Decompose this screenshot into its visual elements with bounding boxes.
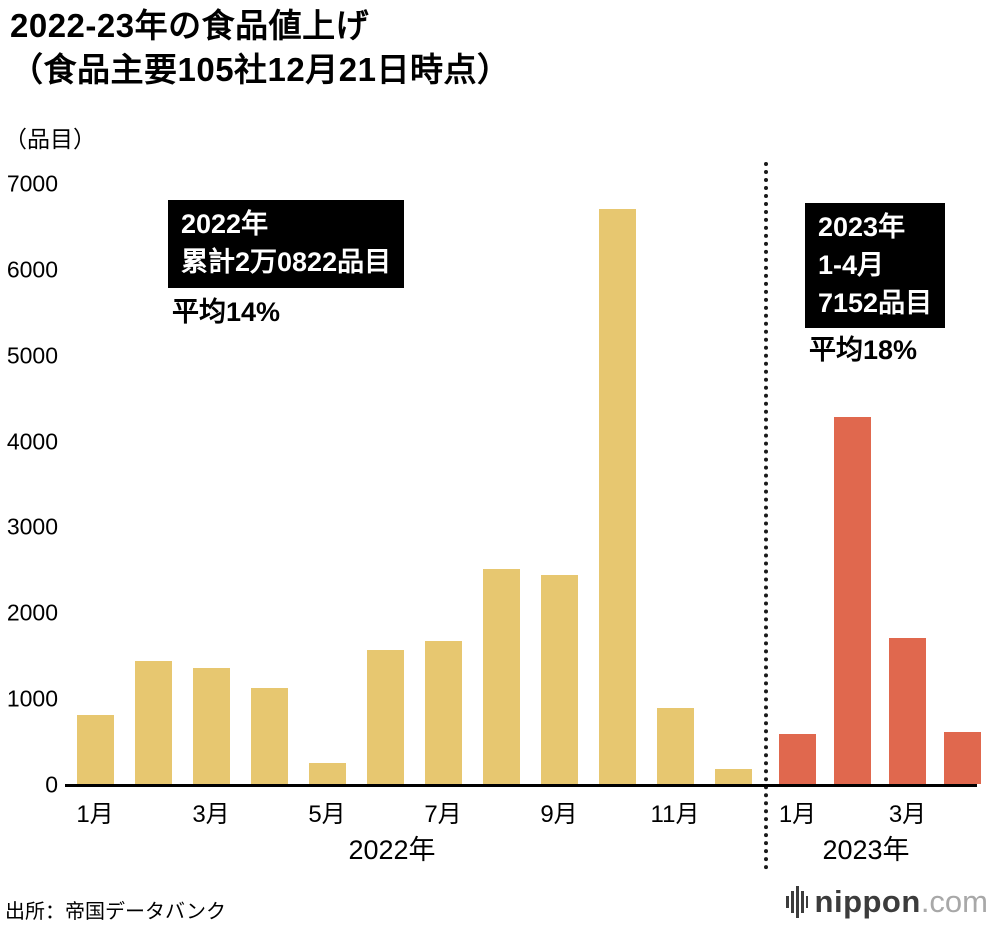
y-tick-label-5000: 5000 (6, 342, 58, 369)
chart-title: 2022-23年の食品値上げ （食品主要105社12月21日時点） (10, 4, 510, 91)
annotation-2022-line2: 累計2万0822品目 (181, 246, 392, 277)
annotation-2023-box: 2023年 1-4月 7152品目 (805, 203, 946, 329)
bar-2022-4月 (250, 688, 288, 784)
chart-title-line2: （食品主要105社12月21日時点） (10, 50, 511, 88)
bar-2022-5月 (308, 763, 346, 784)
x-tick-label-2022-3月: 3月 (192, 801, 230, 828)
y-tick-label-7000: 7000 (6, 170, 58, 197)
logo-tld: .com (920, 884, 988, 919)
y-tick-label-1000: 1000 (6, 685, 58, 712)
bar-2022-11月 (656, 708, 694, 784)
logo-bars-icon (785, 886, 808, 918)
x-group-label-2022: 2022年 (348, 835, 436, 865)
y-axis-unit-label: （品目） (4, 126, 96, 152)
y-tick-label-0: 0 (45, 771, 58, 798)
bar-2022-1月 (76, 715, 114, 784)
bar-2023-3月 (889, 638, 926, 784)
bar-2022-10月 (598, 209, 636, 784)
x-tick-label-2023-3月: 3月 (888, 801, 927, 828)
x-tick-label-2022-1月: 1月 (76, 801, 114, 828)
x-tick-label-2022-7月: 7月 (424, 801, 462, 828)
bar-2022-2月 (134, 661, 172, 784)
bar-2022-12月 (714, 769, 752, 784)
annotation-2023-average: 平均18% (809, 335, 918, 365)
x-tick-label-2022-5月: 5月 (308, 801, 346, 828)
x-tick-label-2022-9月: 9月 (540, 801, 578, 828)
bar-2022-6月 (366, 650, 404, 784)
bar-2023-2月 (834, 417, 871, 784)
annotation-2023-line3: 7152品目 (818, 287, 933, 318)
bar-2022-7月 (424, 641, 462, 784)
x-axis-line (65, 784, 977, 787)
bar-2023-4月 (944, 732, 981, 784)
logo-name: nippon (814, 884, 921, 919)
bar-2022-8月 (482, 569, 520, 784)
x-tick-label-2023-1月: 1月 (778, 801, 817, 828)
annotation-2022-box: 2022年 累計2万0822品目 (168, 200, 405, 288)
y-tick-label-2000: 2000 (6, 599, 58, 626)
x-group-label-2023: 2023年 (822, 835, 910, 865)
annotation-2022-average: 平均14% (172, 297, 281, 327)
annotation-2023-line2: 1-4月 (818, 249, 885, 280)
y-tick-label-6000: 6000 (6, 256, 58, 283)
bar-2022-3月 (192, 668, 230, 784)
annotation-2023-line1: 2023年 (818, 212, 906, 242)
y-tick-label-3000: 3000 (6, 513, 58, 540)
year-divider-dotted-line (764, 162, 768, 870)
y-tick-label-4000: 4000 (6, 428, 58, 455)
bar-2023-1月 (779, 734, 816, 784)
x-tick-label-2022-11月: 11月 (650, 801, 700, 828)
bar-2022-9月 (540, 575, 578, 784)
nippon-logo: nippon.com (785, 884, 988, 920)
source-credit: 出所：帝国データバンク (5, 901, 226, 923)
annotation-2022-line1: 2022年 (181, 209, 269, 239)
logo-text: nippon.com (815, 884, 988, 920)
chart-title-line1: 2022-23年の食品値上げ (10, 7, 370, 44)
